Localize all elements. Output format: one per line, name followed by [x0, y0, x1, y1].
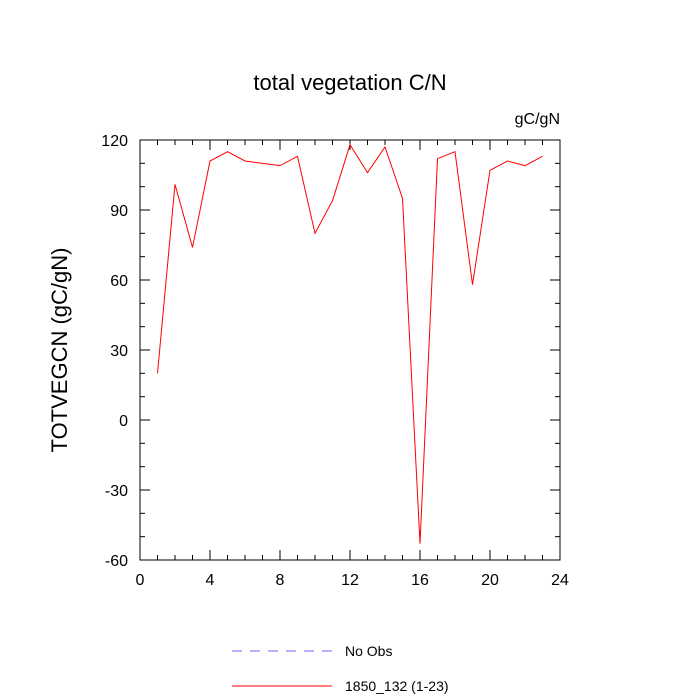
y-tick-label: 120 — [101, 133, 128, 150]
plot-frame — [139, 139, 561, 561]
y-tick-label: 60 — [110, 273, 128, 290]
x-tick-label: 20 — [481, 572, 499, 589]
x-tick-label: 24 — [551, 572, 569, 589]
y-tick-label: 30 — [110, 343, 128, 360]
axis-ticks — [139, 139, 561, 561]
y-tick-label: 0 — [119, 413, 128, 430]
legend-label-1: 1850_132 (1-23) — [345, 678, 449, 694]
y-tick-label: -60 — [105, 553, 128, 570]
x-tick-label: 8 — [276, 572, 285, 589]
legend-label-0: No Obs — [345, 643, 392, 659]
chart-title: total vegetation C/N — [253, 70, 446, 95]
y-tick-label: -30 — [105, 483, 128, 500]
x-tick-label: 16 — [411, 572, 429, 589]
x-tick-label: 0 — [136, 572, 145, 589]
axis-tick-labels: 0 4 8 12 16 20 24 -60 -30 0 30 60 90 120 — [101, 133, 569, 589]
y-axis-label: TOTVEGCN (gC/gN) — [47, 248, 72, 453]
series-layer — [157, 143, 543, 544]
series-line-1 — [157, 143, 543, 544]
y-tick-label: 90 — [110, 203, 128, 220]
x-tick-label: 4 — [206, 572, 215, 589]
units-label: gC/gN — [515, 111, 560, 128]
x-tick-label: 12 — [341, 572, 359, 589]
legend: No Obs 1850_132 (1-23) — [232, 643, 449, 694]
